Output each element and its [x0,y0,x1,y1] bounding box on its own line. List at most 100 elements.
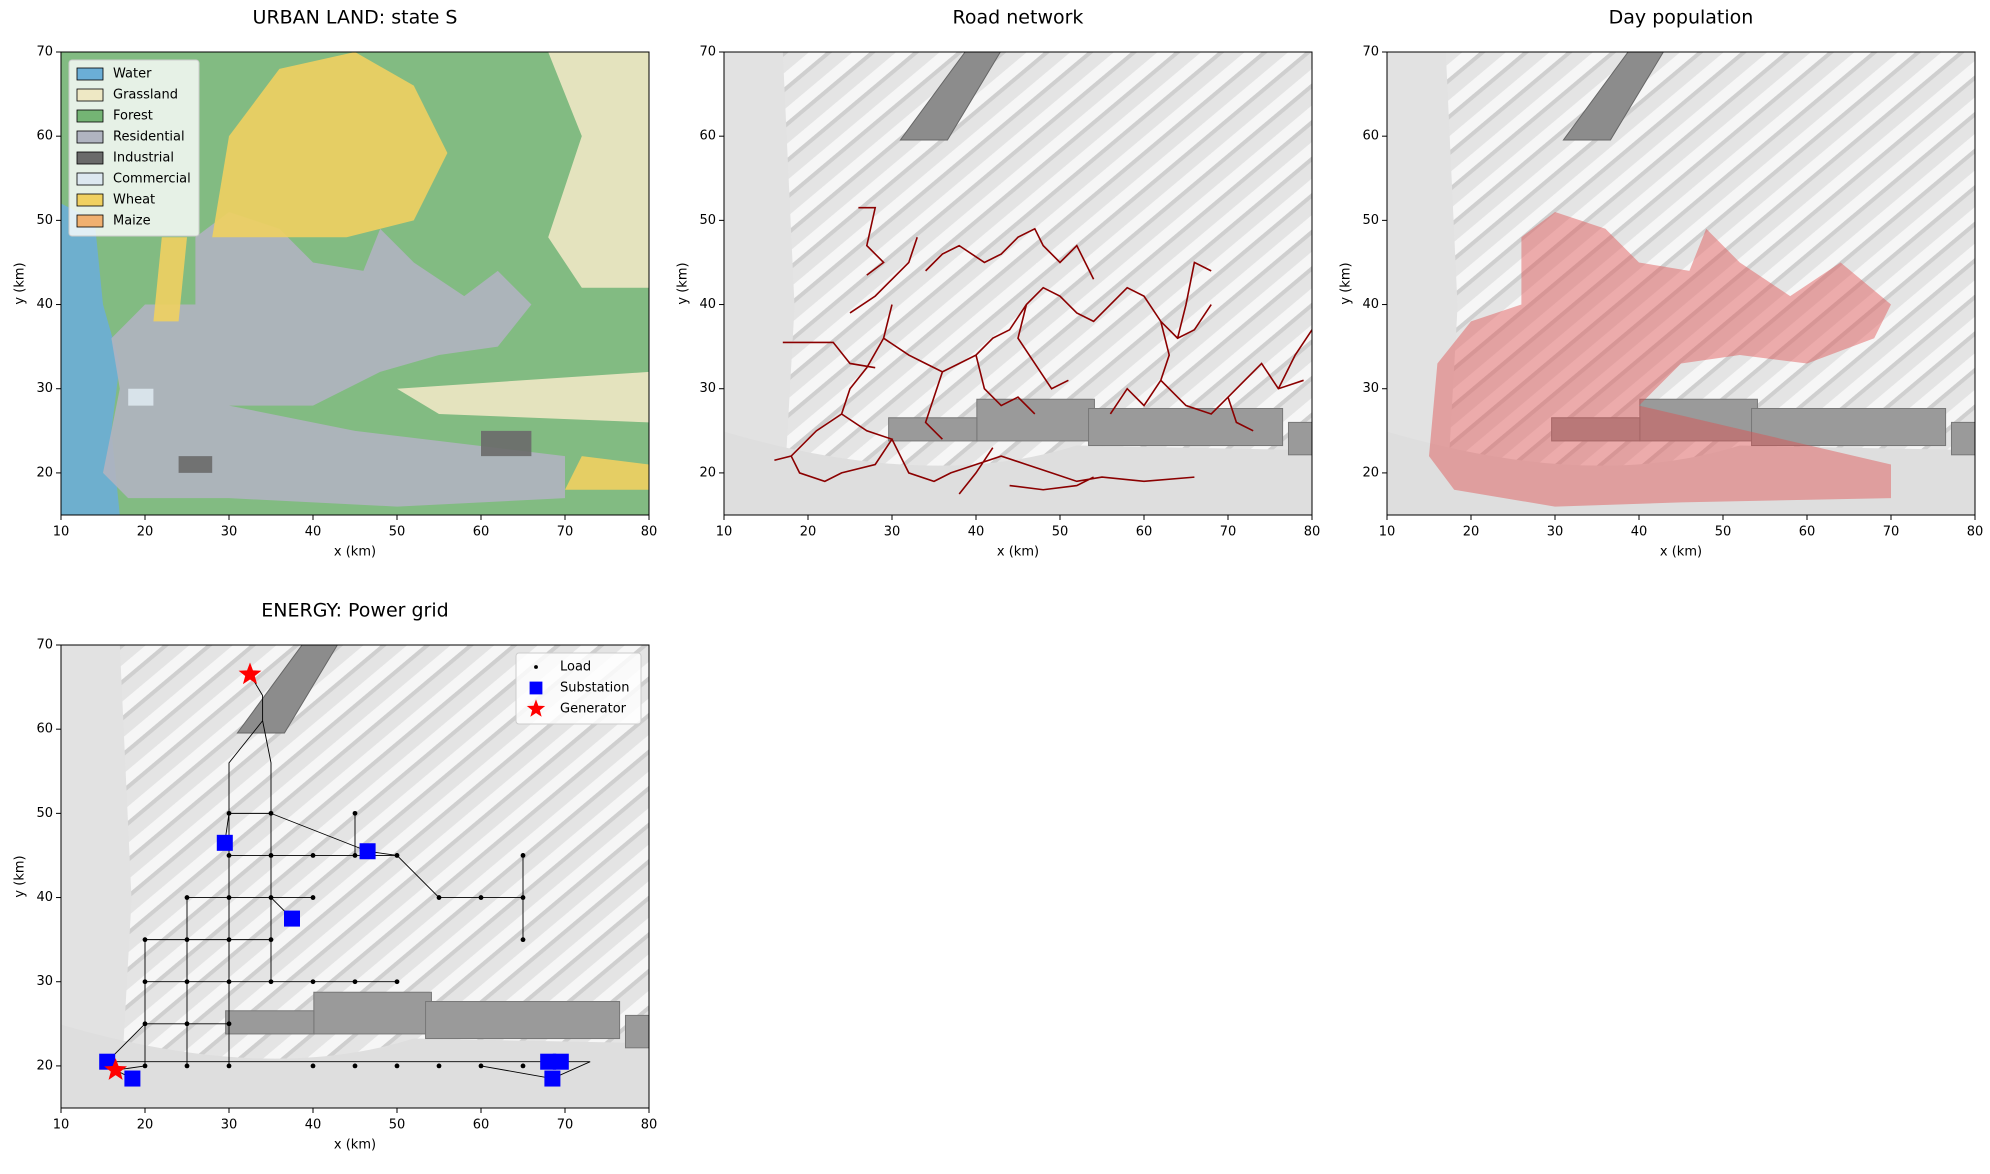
terrain-block [313,991,432,1035]
y-tick-label: 30 [699,381,716,396]
terrain-valley [724,52,795,515]
land-region [153,237,187,322]
x-tick-label: 30 [1547,525,1564,540]
land-region [397,371,649,423]
load-point [436,1063,442,1069]
y-axis-label: y (km) [13,855,28,897]
load-point [352,810,358,816]
population-region [1429,211,1891,507]
load-point [520,895,526,900]
terrain-block [225,1010,315,1035]
y-tick-label: 50 [36,806,53,821]
terrain-block [1088,408,1284,447]
load-point [534,665,538,669]
legend-label: Generator [560,702,627,717]
legend-patch [76,67,104,81]
panel: 10 20 30 40 50 60 70 80 20 30 40 50 60 70 x (km) y (km)… [676,7,1321,560]
legend-label: Grassland [113,88,178,103]
y-tick-label: 20 [36,465,53,480]
chart-title: URBAN LAND: state S [253,7,458,29]
legend-label: Residential [113,130,185,145]
load-point [184,1063,190,1069]
legend-patch [76,151,104,165]
load-point [184,979,190,985]
load-point [142,937,148,943]
substation-point [359,843,376,860]
land-region [548,52,649,288]
load-point [352,979,358,985]
load-point [142,1063,148,1069]
legend-label: Maize [113,214,151,229]
x-tick-label: 70 [1220,525,1237,540]
chart-title: Road network [953,7,1084,29]
land-region [178,456,213,473]
ridge [899,52,1001,141]
terrain-block [425,1001,621,1040]
load-point [394,853,400,858]
x-tick-label: 20 [1463,525,1480,540]
axes-frame [60,644,650,1109]
road-lines [774,206,1312,495]
x-tick-label: 10 [53,1118,70,1133]
load-point [268,853,274,858]
x-tick-label: 30 [221,1118,238,1133]
load-point [352,1063,358,1069]
legend-patch [76,193,104,207]
y-tick-label: 70 [36,45,53,60]
terrain-block [1551,417,1641,442]
x-tick-label: 70 [557,525,574,540]
x-axis-label: x (km) [334,1138,376,1153]
y-tick-label: 20 [36,1058,53,1073]
x-axis-label: x (km) [1660,545,1702,560]
generator-point [526,699,546,717]
terrain-block [1287,421,1312,456]
legend-label: Forest [113,109,153,124]
y-tick-label: 30 [36,974,53,989]
x-tick-label: 50 [389,1118,406,1133]
x-tick-label: 40 [968,525,985,540]
load-point [394,1063,400,1069]
x-tick-label: 10 [1379,525,1396,540]
load-point [352,853,358,858]
legend-label: Commercial [113,172,191,187]
load-point [226,937,232,943]
load-point [226,1063,232,1069]
y-tick-label: 60 [36,129,53,144]
y-axis-label: y (km) [1339,262,1354,304]
terrain-block [1950,421,1975,456]
y-tick-label: 20 [699,465,716,480]
y-tick-label: 40 [1362,297,1379,312]
legend-label: Water [113,67,152,82]
substation-point [99,1053,116,1070]
x-tick-label: 40 [1631,525,1648,540]
x-tick-label: 30 [884,525,901,540]
load-point [226,979,232,985]
y-tick-label: 50 [699,213,716,228]
legend-label: Wheat [113,193,155,208]
x-tick-label: 70 [1883,525,1900,540]
axes-frame [723,51,1313,516]
panel: 10 20 30 40 50 60 70 80 20 30 40 50 60 70 x (km) y (km)… [13,7,658,560]
axes-frame [60,51,650,516]
y-tick-label: 60 [1362,129,1379,144]
y-tick-label: 40 [699,297,716,312]
land-region [128,388,154,406]
legend-label: Substation [560,681,629,696]
chart-title: ENERGY: Power grid [261,600,448,622]
load-point [184,895,190,900]
legend-box [68,59,200,237]
land-region [61,203,120,515]
load-point [394,979,400,985]
load-point [520,853,526,858]
substation-point [540,1053,557,1070]
x-tick-label: 80 [641,1118,658,1133]
generator-point [238,662,262,685]
x-tick-label: 20 [800,525,817,540]
plot-area [61,52,649,515]
terrain-valley [1387,431,1975,515]
y-tick-label: 50 [36,213,53,228]
substation-point [552,1053,569,1070]
plot-area [1387,52,1975,515]
load-point [310,979,316,985]
